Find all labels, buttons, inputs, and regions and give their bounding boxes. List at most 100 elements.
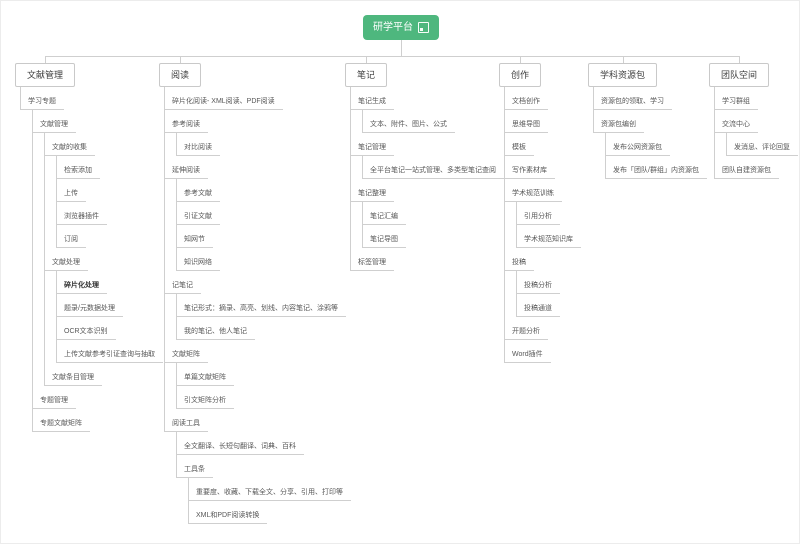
branch-column: 笔记 笔记生成 文本、附件、图片、公式 笔记管理 全平台笔记一站式管理、多类型笔记查阅笔…: [345, 63, 504, 271]
mindmap-node-label[interactable]: 学术规范训练: [504, 179, 562, 202]
tree-node: 学术规范知识库: [516, 225, 581, 248]
mindmap-node-label[interactable]: 检索添加: [56, 156, 100, 179]
mindmap-node-label[interactable]: 专题管理: [32, 386, 76, 409]
mindmap-node-label[interactable]: XML和PDF阅读转换: [188, 501, 268, 524]
tree-node: 引文矩阵分析: [176, 386, 351, 409]
mindmap-node-label[interactable]: 工具条: [176, 455, 213, 478]
tree-node: 投稿分析: [516, 271, 581, 294]
node-children: 单篇文献矩阵 引文矩阵分析: [176, 363, 351, 409]
mindmap-node-label[interactable]: OCR文本识别: [56, 317, 116, 340]
mindmap-node-label[interactable]: 参考文献: [176, 179, 220, 202]
mindmap-node-label[interactable]: 资源包的领取、学习: [593, 87, 672, 110]
root-node[interactable]: 研学平台: [363, 15, 439, 40]
node-children: 学习群组 交流中心 发消息、评论回复 团队自建资源包: [714, 87, 798, 179]
connector-line: [401, 40, 402, 56]
mindmap-node-label[interactable]: 标签管理: [350, 248, 394, 271]
tree-node: 引证文献: [176, 202, 351, 225]
mindmap-node-label[interactable]: 文本、附件、图片、公式: [362, 110, 455, 133]
connector-line: [45, 56, 46, 63]
mindmap-node-label[interactable]: 笔记生成: [350, 87, 394, 110]
mindmap-node-label[interactable]: 笔记管理: [350, 133, 394, 156]
node-children: 碎片化阅读- XML阅读、PDF阅读 参考阅读 对比阅读 延伸阅读 参考文献 引证文献 知网…: [164, 87, 351, 524]
node-children: 学习专题 文献管理 文献的收集 检索添加 上传 浏览器插件 订阅 文献处理 碎片化处理 题录/元数…: [20, 87, 163, 432]
mindmap-node-label[interactable]: 上传: [56, 179, 86, 202]
tree-node: 思维导图: [504, 110, 581, 133]
mindmap-node-label[interactable]: 延伸阅读: [164, 156, 208, 179]
mindmap-node-label[interactable]: 交流中心: [714, 110, 758, 133]
frame-icon[interactable]: [418, 22, 429, 33]
mindmap-node-label[interactable]: 学习专题: [20, 87, 64, 110]
mindmap-node-label[interactable]: 文献条目管理: [44, 363, 102, 386]
mindmap-node-label[interactable]: 订阅: [56, 225, 86, 248]
mindmap-node-label[interactable]: 对比阅读: [176, 133, 220, 156]
branch-node[interactable]: 学科资源包: [588, 63, 658, 87]
mindmap-node-label[interactable]: 文献矩阵: [164, 340, 208, 363]
mindmap-node-label[interactable]: 记笔记: [164, 271, 201, 294]
node-children: 笔记生成 文本、附件、图片、公式 笔记管理 全平台笔记一站式管理、多类型笔记查阅 笔记整…: [350, 87, 504, 271]
tree-node: 参考阅读 对比阅读: [164, 110, 351, 156]
mindmap-node-label[interactable]: 浏览器插件: [56, 202, 107, 225]
mindmap-node-label[interactable]: 发消息、评论回复: [726, 133, 798, 156]
tree-node: 我的笔记、他人笔记: [176, 317, 351, 340]
mindmap-node-label[interactable]: 引用分析: [516, 202, 560, 225]
mindmap-node-label[interactable]: 碎片化阅读- XML阅读、PDF阅读: [164, 87, 283, 110]
mindmap-node-label[interactable]: 笔记导图: [362, 225, 406, 248]
tree-node: 学术规范训练 引用分析 学术规范知识库: [504, 179, 581, 248]
mindmap-node-label[interactable]: 文献管理: [32, 110, 76, 133]
branch-node[interactable]: 笔记: [345, 63, 388, 87]
mindmap-node-label[interactable]: 碎片化处理: [56, 271, 107, 294]
tree-node: 发布「团队/群组」内资源包: [605, 156, 707, 179]
mindmap-node-label[interactable]: 开题分析: [504, 317, 548, 340]
tree-node: 专题文献矩阵: [32, 409, 163, 432]
branch-node[interactable]: 团队空间: [709, 63, 770, 87]
tree-node: 投稿通道: [516, 294, 581, 317]
mindmap-node-label[interactable]: 文献的收集: [44, 133, 95, 156]
mindmap-node-label[interactable]: 题录/元数据处理: [56, 294, 123, 317]
mindmap-node-label[interactable]: 重要度、收藏、下载全文、分享、引用、打印等: [188, 478, 351, 501]
mindmap-node-label[interactable]: 我的笔记、他人笔记: [176, 317, 255, 340]
branch-node[interactable]: 文献管理: [15, 63, 76, 87]
tree-node: OCR文本识别: [56, 317, 163, 340]
tree-node: 开题分析: [504, 317, 581, 340]
mindmap-node-label[interactable]: 引证文献: [176, 202, 220, 225]
mindmap-node-label[interactable]: 单篇文献矩阵: [176, 363, 234, 386]
node-children: 文本、附件、图片、公式: [362, 110, 504, 133]
mindmap-node-label[interactable]: 上传文献参考引证查询与抽取: [56, 340, 163, 363]
tree-node: 参考文献: [176, 179, 351, 202]
tree-node: 全平台笔记一站式管理、多类型笔记查阅: [362, 156, 504, 179]
branch-node[interactable]: 创作: [499, 63, 542, 87]
mindmap-node-label[interactable]: 文档创作: [504, 87, 548, 110]
mindmap-node-label[interactable]: 阅读工具: [164, 409, 208, 432]
branch-node[interactable]: 阅读: [159, 63, 202, 87]
mindmap-node-label[interactable]: 参考阅读: [164, 110, 208, 133]
mindmap-node-label[interactable]: 发布「团队/群组」内资源包: [605, 156, 707, 179]
tree-node: 延伸阅读 参考文献 引证文献 知网节 知识网络: [164, 156, 351, 271]
mindmap-node-label[interactable]: Word插件: [504, 340, 551, 363]
mindmap-node-label[interactable]: 笔记汇编: [362, 202, 406, 225]
mindmap-node-label[interactable]: 笔记形式：摘录、高亮、划线、内容笔记、涂鸦等: [176, 294, 346, 317]
mindmap-node-label[interactable]: 资源包编创: [593, 110, 644, 133]
root-node-label: 研学平台: [373, 22, 413, 33]
mindmap-node-label[interactable]: 投稿通道: [516, 294, 560, 317]
mindmap-node-label[interactable]: 全平台笔记一站式管理、多类型笔记查阅: [362, 156, 504, 179]
mindmap-node-label[interactable]: 投稿分析: [516, 271, 560, 294]
mindmap-node-label[interactable]: 知网节: [176, 225, 213, 248]
mindmap-node-label[interactable]: 专题文献矩阵: [32, 409, 90, 432]
mindmap-node-label[interactable]: 学术规范知识库: [516, 225, 581, 248]
mindmap-node-label[interactable]: 引文矩阵分析: [176, 386, 234, 409]
mindmap-node-label[interactable]: 模板: [504, 133, 534, 156]
mindmap-node-label[interactable]: 团队自建资源包: [714, 156, 779, 179]
mindmap-node-label[interactable]: 投稿: [504, 248, 534, 271]
node-children: 笔记汇编 笔记导图: [362, 202, 504, 248]
mindmap-node-label[interactable]: 写作素材库: [504, 156, 555, 179]
node-children: 文献的收集 检索添加 上传 浏览器插件 订阅 文献处理 碎片化处理 题录/元数据处理 OCR文本…: [44, 133, 163, 386]
mindmap-node-label[interactable]: 全文翻译、长短句翻译、词典、百科: [176, 432, 304, 455]
mindmap-node-label[interactable]: 知识网络: [176, 248, 220, 271]
mindmap-node-label[interactable]: 文献处理: [44, 248, 88, 271]
mindmap-node-label[interactable]: 学习群组: [714, 87, 758, 110]
tree-node: 发布公网资源包: [605, 133, 707, 156]
tree-node: 笔记生成 文本、附件、图片、公式: [350, 87, 504, 133]
mindmap-node-label[interactable]: 笔记整理: [350, 179, 394, 202]
mindmap-node-label[interactable]: 思维导图: [504, 110, 548, 133]
mindmap-node-label[interactable]: 发布公网资源包: [605, 133, 670, 156]
